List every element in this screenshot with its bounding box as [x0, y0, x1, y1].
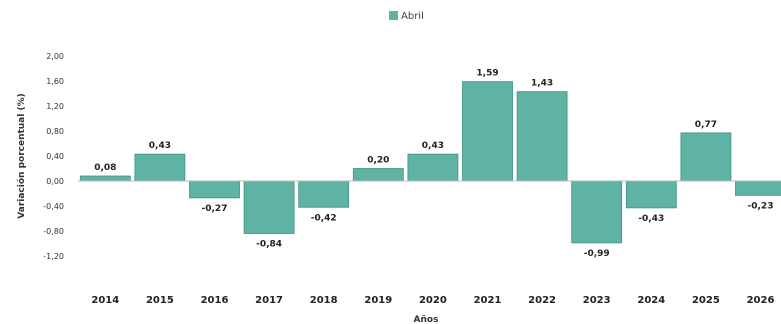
legend-label: Abril	[401, 11, 424, 22]
x-tick-label: 2019	[364, 295, 392, 306]
bar	[407, 153, 459, 182]
data-labels: 0,08 0,43 -0,27 -0,84 -0,42 0,20 0,43 1,59 1,43 -…	[94, 69, 773, 259]
bar	[516, 91, 568, 182]
x-tick-label: 2022	[528, 295, 556, 306]
y-tick-label: -0,40	[43, 202, 64, 211]
data-label: -0,23	[748, 201, 774, 211]
bar	[134, 153, 186, 182]
x-axis-title: Años	[414, 315, 439, 324]
bar	[571, 180, 623, 244]
y-tick-label: 0,80	[46, 127, 64, 136]
x-tick-label: 2015	[146, 295, 174, 306]
y-tick-label: 0,40	[46, 152, 64, 161]
x-tick-label: 2026	[747, 295, 775, 306]
bar	[79, 175, 131, 182]
data-label: 1,59	[476, 69, 498, 79]
category-labels: 2014 2015 2016 2017 2018 2019 2020 2021 2022 2023…	[91, 295, 774, 306]
y-tick-label: 2,00	[46, 52, 64, 61]
x-tick-label: 2021	[474, 295, 502, 306]
x-tick-label: 2023	[583, 295, 611, 306]
legend-swatch	[389, 11, 398, 20]
bar	[462, 81, 513, 182]
y-tick-label: -1,20	[43, 252, 64, 261]
y-tick-label: -0,80	[43, 227, 64, 236]
bar	[243, 180, 295, 234]
bar	[625, 180, 677, 209]
data-label: -0,43	[638, 214, 664, 224]
data-label: -0,99	[584, 249, 610, 259]
x-tick-label: 2014	[91, 295, 119, 306]
bar	[680, 132, 732, 182]
bar	[189, 180, 240, 199]
data-label: 0,08	[94, 163, 116, 173]
legend: Abril	[389, 11, 424, 22]
y-tick-label: 1,20	[46, 102, 64, 111]
x-tick-label: 2016	[201, 295, 229, 306]
bar	[298, 180, 350, 208]
y-axis-title: Variación porcentual (%)	[16, 93, 27, 218]
data-label: 0,77	[695, 120, 717, 130]
x-tick-label: 2025	[692, 295, 720, 306]
y-axis-ticks: 2,00 1,60 1,20 0,80 0,40 0,00 -0,40 -0,80 -1,20	[43, 52, 64, 261]
x-tick-label: 2020	[419, 295, 447, 306]
x-tick-label: 2018	[310, 295, 338, 306]
data-label: 0,43	[422, 141, 444, 151]
data-label: -0,27	[202, 204, 228, 214]
data-label: 1,43	[531, 79, 553, 89]
data-label: -0,42	[311, 213, 337, 223]
data-label: 0,20	[367, 156, 389, 166]
bar	[352, 168, 404, 182]
bars	[79, 81, 781, 244]
bar	[735, 180, 781, 196]
data-label: 0,43	[149, 141, 171, 151]
y-tick-label: 1,60	[46, 77, 64, 86]
data-label: -0,84	[256, 240, 282, 250]
x-tick-label: 2024	[637, 295, 665, 306]
x-tick-label: 2017	[255, 295, 283, 306]
y-tick-label: 0,00	[46, 177, 64, 186]
